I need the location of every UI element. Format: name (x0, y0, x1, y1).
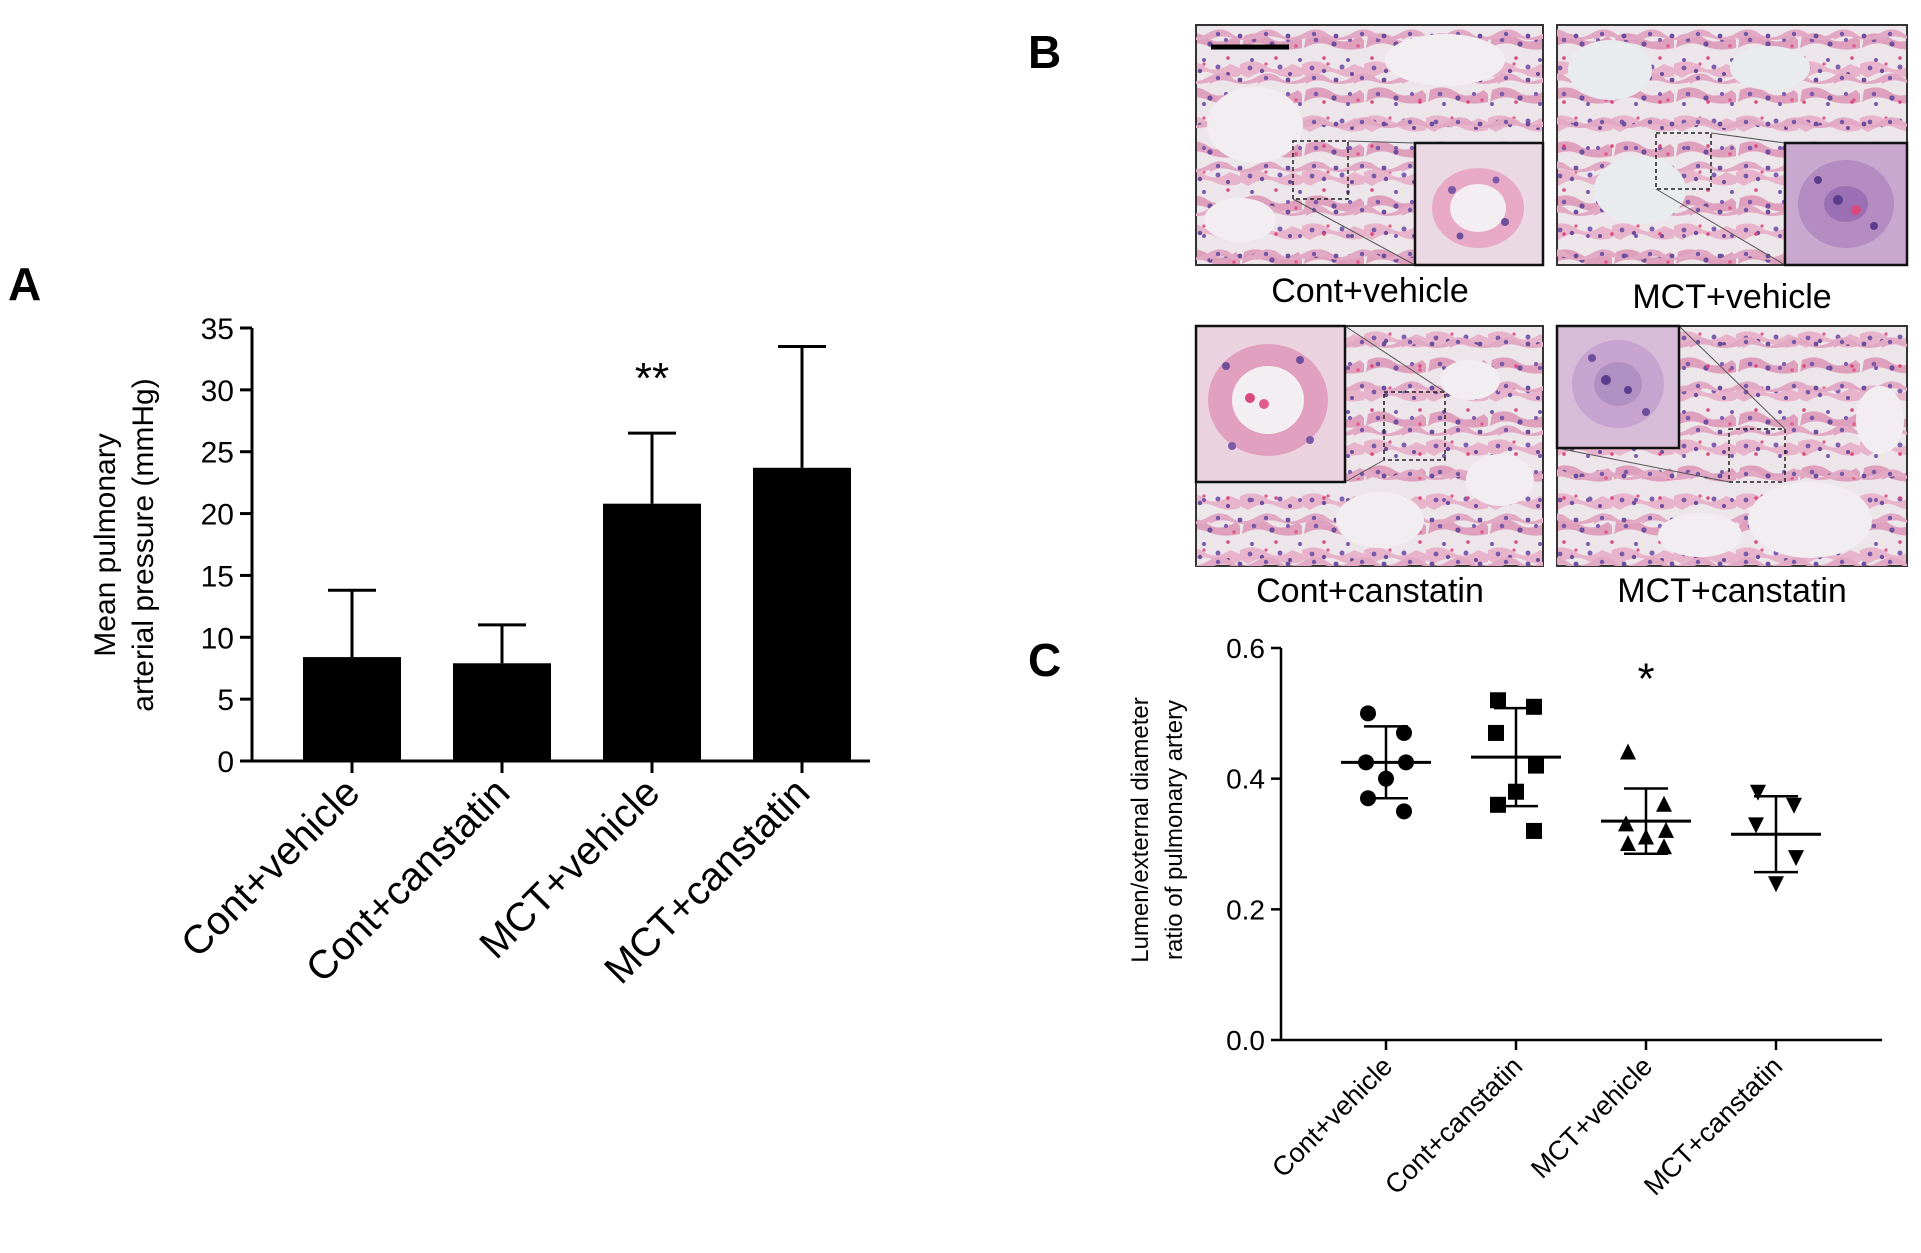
panel-letter-c: C (1028, 634, 1061, 686)
y-axis-title-line-1: Mean pulmonary (89, 433, 122, 656)
y-tick-label: 25 (201, 437, 234, 470)
data-point (1526, 698, 1542, 715)
data-point (1490, 796, 1506, 813)
data-point (1620, 835, 1636, 851)
micrograph-mct-canstatin (1555, 324, 1908, 567)
bar (603, 503, 701, 761)
y-tick-label: 0.2 (1226, 894, 1265, 925)
x-category-label: MCT+canstatin (1638, 1051, 1788, 1201)
bar (453, 663, 551, 761)
data-point (1528, 757, 1544, 774)
panel-letter-a: A (8, 258, 41, 310)
y-tick-label: 0.4 (1226, 764, 1265, 795)
micrograph-cont-canstatin (1194, 324, 1544, 567)
data-point (1748, 817, 1764, 834)
data-point (1656, 838, 1672, 855)
y-tick-label: 0.6 (1226, 633, 1265, 664)
y-tick-label: 0.0 (1226, 1025, 1265, 1056)
micrograph-label-mct-canstatin: MCT+canstatin (1617, 572, 1847, 610)
y-tick-label: 10 (201, 622, 234, 655)
bar (753, 467, 851, 761)
micrograph-mct-vehicle (1556, 24, 1909, 267)
y-tick-label: 20 (201, 499, 234, 532)
data-point (1656, 795, 1672, 812)
data-point (1618, 815, 1634, 832)
y-tick-label: 15 (201, 560, 234, 593)
y-tick-label: 5 (217, 684, 234, 717)
x-category-label: Cont+canstatin (1379, 1051, 1528, 1200)
micrograph-label-cont-canstatin: Cont+canstatin (1256, 572, 1484, 610)
data-point (1768, 876, 1784, 893)
y-axis-title-line-2: ratio of pulmonary artery (1161, 700, 1188, 960)
bar (303, 657, 401, 761)
significance-marker: ** (635, 354, 669, 403)
micrograph-label-cont-vehicle: Cont+vehicle (1271, 272, 1469, 310)
data-point (1360, 705, 1376, 722)
micrograph-cont-vehicle (1195, 24, 1545, 267)
panel-letter-b: B (1028, 26, 1061, 78)
data-point (1396, 803, 1412, 820)
data-point (1620, 743, 1636, 760)
scatter-chart-c: 0.0 0.2 0.4 0.6 Lumen/external diameter ratio… (1127, 633, 1882, 1201)
y-axis-title-line-1: Lumen/external diameter (1127, 697, 1154, 962)
data-point (1396, 724, 1412, 741)
y-tick-label: 30 (201, 375, 234, 408)
data-point (1490, 692, 1506, 709)
data-point (1788, 850, 1804, 867)
data-point (1488, 724, 1504, 741)
micrograph-label-mct-vehicle: MCT+vehicle (1632, 278, 1831, 316)
data-point (1526, 822, 1542, 839)
bar-chart-a: 0 5 10 15 20 25 30 35 Mean pulmonary arterial pre… (89, 313, 870, 992)
y-tick-label: 0 (217, 746, 234, 779)
data-point (1750, 784, 1766, 801)
data-point (1658, 821, 1674, 838)
data-point (1786, 797, 1802, 814)
y-axis-title-line-2: arterial pressure (mmHg) (127, 378, 160, 711)
x-category-label: MCT+vehicle (1525, 1051, 1658, 1184)
y-tick-label: 35 (201, 313, 234, 346)
x-category-label: Cont+vehicle (1266, 1051, 1398, 1183)
significance-marker: * (1637, 655, 1654, 704)
